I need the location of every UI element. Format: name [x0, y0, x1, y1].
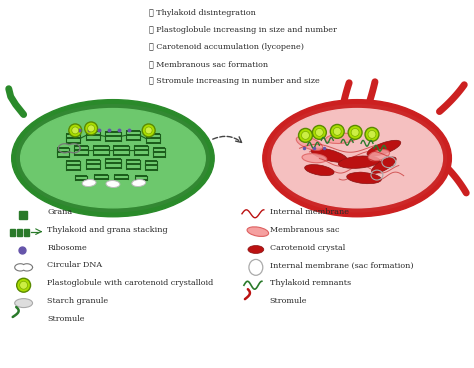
Text: Grana: Grana [47, 208, 73, 216]
Text: Carotenoid crystal: Carotenoid crystal [270, 244, 345, 251]
Text: Stromule: Stromule [270, 297, 307, 305]
Ellipse shape [263, 100, 451, 217]
Circle shape [145, 127, 152, 134]
Ellipse shape [272, 109, 442, 208]
Ellipse shape [12, 100, 214, 217]
Ellipse shape [305, 164, 334, 176]
FancyBboxPatch shape [17, 229, 22, 236]
Text: Thylakoid and grana stacking: Thylakoid and grana stacking [47, 226, 168, 234]
Ellipse shape [346, 172, 382, 184]
Circle shape [72, 127, 79, 134]
Circle shape [142, 124, 155, 137]
Text: Membranous sac: Membranous sac [270, 226, 339, 234]
Ellipse shape [368, 150, 390, 161]
Circle shape [85, 122, 98, 135]
Circle shape [69, 124, 82, 137]
Circle shape [330, 124, 344, 138]
Text: ✓ Carotenoid accumulation (lycopene): ✓ Carotenoid accumulation (lycopene) [149, 43, 304, 51]
Circle shape [315, 128, 323, 137]
Ellipse shape [268, 105, 447, 212]
Ellipse shape [311, 148, 347, 162]
Ellipse shape [247, 227, 269, 236]
FancyBboxPatch shape [24, 229, 28, 236]
Circle shape [348, 125, 362, 139]
Ellipse shape [21, 109, 205, 208]
Circle shape [368, 130, 376, 138]
Text: Internal membrane (sac formation): Internal membrane (sac formation) [270, 261, 413, 269]
Text: Ribosome: Ribosome [47, 244, 87, 251]
Text: Starch granule: Starch granule [47, 297, 109, 305]
Circle shape [17, 278, 30, 292]
Text: Plastoglobule with carotenoid crystalloid: Plastoglobule with carotenoid crystalloi… [47, 279, 214, 287]
Ellipse shape [17, 105, 209, 212]
Ellipse shape [248, 245, 264, 254]
Ellipse shape [296, 136, 323, 150]
FancyBboxPatch shape [18, 211, 27, 219]
Ellipse shape [338, 156, 380, 169]
Ellipse shape [132, 180, 146, 187]
Text: Internal membrane: Internal membrane [270, 208, 349, 216]
Text: ✓ Membranous sac formation: ✓ Membranous sac formation [149, 60, 268, 68]
Circle shape [351, 128, 359, 137]
Ellipse shape [367, 140, 401, 156]
Ellipse shape [302, 153, 327, 163]
Text: ✓ Thylakoid disintegration: ✓ Thylakoid disintegration [149, 9, 255, 17]
Circle shape [19, 281, 27, 289]
Text: ✓ Plastoglobule increasing in size and number: ✓ Plastoglobule increasing in size and n… [149, 26, 337, 34]
FancyBboxPatch shape [10, 229, 15, 236]
Ellipse shape [82, 180, 96, 187]
Ellipse shape [15, 298, 33, 308]
Circle shape [301, 131, 310, 139]
Text: Thylakoid remnants: Thylakoid remnants [270, 279, 351, 287]
Text: Circular DNA: Circular DNA [47, 261, 102, 269]
Circle shape [333, 127, 341, 135]
Circle shape [312, 125, 326, 139]
Circle shape [365, 127, 379, 141]
Text: ✓ Stromule increasing in number and size: ✓ Stromule increasing in number and size [149, 77, 319, 85]
Ellipse shape [325, 133, 357, 144]
Circle shape [88, 125, 95, 132]
Ellipse shape [372, 157, 396, 173]
Text: Stromule: Stromule [47, 315, 85, 323]
Circle shape [299, 128, 312, 142]
Ellipse shape [106, 181, 120, 187]
